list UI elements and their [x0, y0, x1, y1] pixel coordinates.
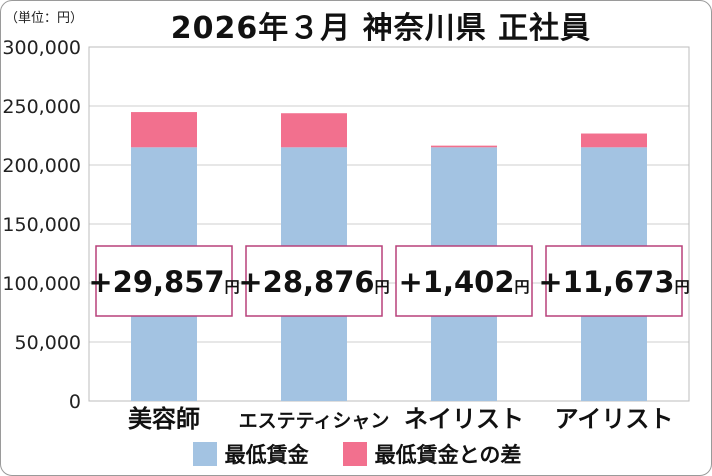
legend-label-difference: 最低賃金との差	[374, 443, 522, 467]
bar-difference	[131, 112, 197, 148]
legend-item-difference: 最低賃金との差	[342, 439, 522, 469]
legend-swatch-difference	[342, 442, 367, 466]
callout-box	[545, 245, 683, 317]
bar-difference	[431, 145, 497, 148]
difference-callout: +29,857円	[88, 245, 240, 317]
difference-callout: +1,402円	[395, 245, 533, 317]
x-tick-label: ネイリスト	[404, 405, 524, 433]
difference-callouts: +29,857円+28,876円 +1,402円 +11,673円	[88, 245, 690, 317]
bar-difference	[281, 113, 347, 148]
difference-value: +11,673	[538, 265, 674, 299]
difference-value: +29,857	[88, 265, 224, 299]
difference-label: +28,876円	[238, 265, 389, 299]
y-tick-label: 200,000	[2, 155, 81, 177]
unit-label: （単位：円）	[5, 11, 84, 26]
y-tick-label: 0	[69, 391, 81, 413]
x-tick-label: 美容師	[128, 405, 200, 433]
difference-callout: +11,673円	[538, 245, 690, 317]
difference-label: +29,857円	[88, 265, 239, 299]
difference-callout: +28,876円	[238, 245, 390, 317]
difference-value: +1,402	[398, 265, 514, 299]
legend-swatch-minimum-wage	[192, 442, 217, 466]
x-axis-labels: 美容師 エステティシャン ネイリスト アイリスト	[128, 405, 673, 433]
y-tick-label: 300,000	[2, 37, 81, 59]
difference-unit: 円	[515, 278, 530, 296]
callout-box	[95, 245, 233, 317]
difference-label: +1,402円	[398, 265, 529, 299]
chart-title: 2026年３月 神奈川県 正社員	[170, 11, 592, 46]
bar-difference	[581, 133, 647, 148]
y-axis-ticks: 0 50,000 100,000 150,000 200,000 250,000 300,0…	[2, 37, 81, 413]
legend: 最低賃金 最低賃金との差	[1, 437, 711, 471]
difference-unit: 円	[675, 278, 690, 296]
y-tick-label: 100,000	[2, 273, 81, 295]
legend-label-minimum-wage: 最低賃金	[224, 443, 309, 467]
y-tick-label: 150,000	[2, 214, 81, 236]
legend-item-minimum-wage: 最低賃金	[192, 439, 309, 469]
callout-box	[395, 245, 533, 317]
difference-unit: 円	[225, 278, 240, 296]
difference-label: +11,673円	[538, 265, 689, 299]
x-tick-label: アイリスト	[555, 405, 674, 433]
plot-frame	[88, 46, 690, 402]
x-tick-label: エステティシャン	[239, 410, 390, 432]
difference-value: +28,876	[238, 265, 374, 299]
y-tick-label: 250,000	[2, 96, 81, 118]
difference-unit: 円	[375, 278, 390, 296]
y-tick-label: 50,000	[15, 332, 81, 354]
callout-box	[245, 245, 383, 317]
